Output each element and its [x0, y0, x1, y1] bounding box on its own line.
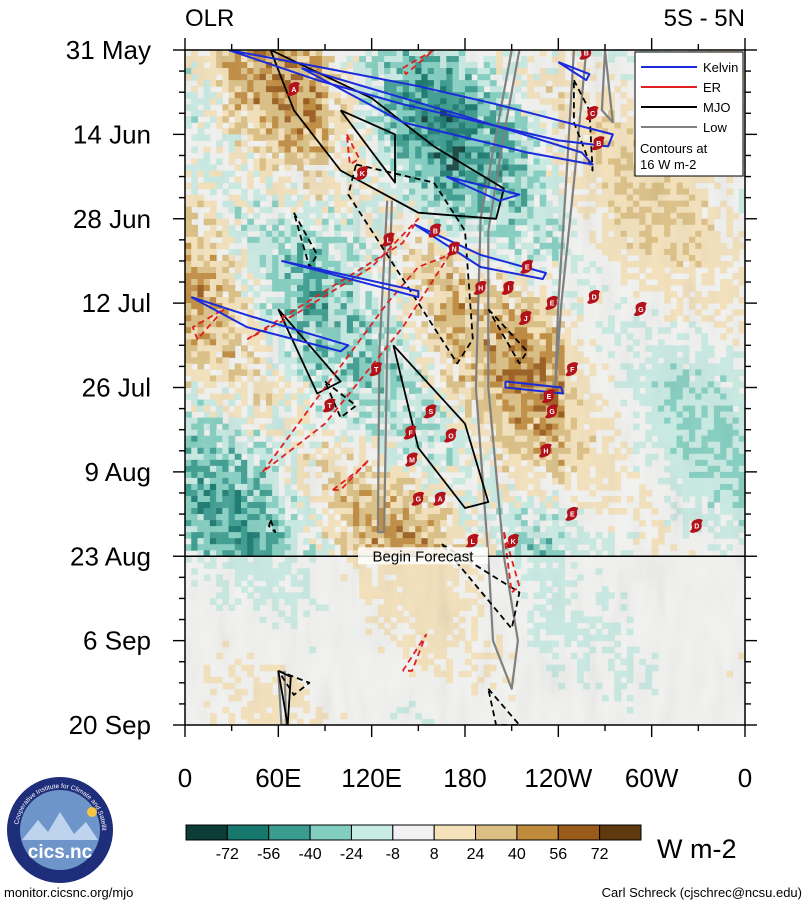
olr-hovmoller-chart: BACBKBLNEH IEDGJT FTES GF OHMG AEDL K Begin Fo… [4, 5, 802, 900]
